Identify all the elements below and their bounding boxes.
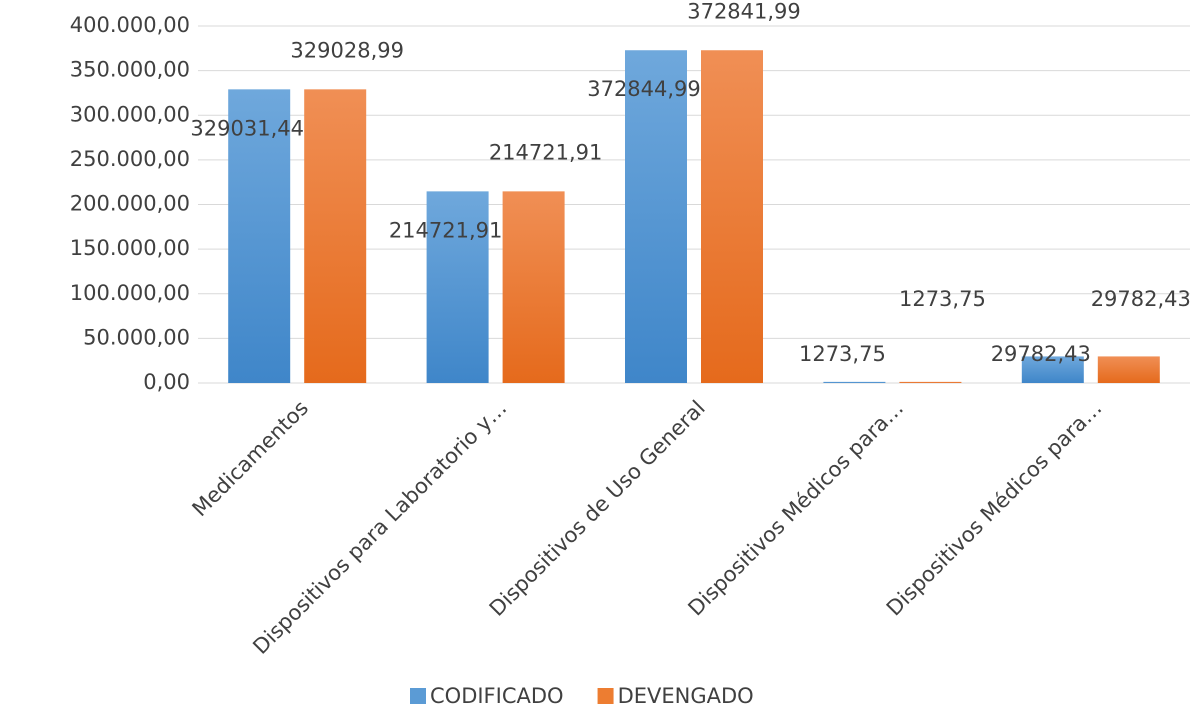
y-tick-label: 100.000,00 (70, 281, 190, 305)
y-tick-label: 200.000,00 (70, 192, 190, 216)
legend-label: DEVENGADO (618, 684, 754, 708)
y-tick-label: 150.000,00 (70, 236, 190, 260)
y-tick-label: 0,00 (143, 370, 190, 394)
y-tick-label: 250.000,00 (70, 147, 190, 171)
x-tick-label: Medicamentos (188, 396, 313, 521)
y-tick-label: 350.000,00 (70, 58, 190, 82)
data-label: 29782,43 (1091, 287, 1191, 311)
data-label: 372841,99 (687, 0, 801, 23)
data-label: 1273,75 (799, 342, 886, 366)
legend-swatch (410, 688, 426, 704)
data-label: 329028,99 (290, 38, 404, 62)
data-label: 1273,75 (899, 287, 986, 311)
bar (701, 50, 763, 383)
data-label: 29782,43 (991, 342, 1091, 366)
bar (426, 191, 489, 383)
x-tick-label: Dispositivos Médicos para… (683, 396, 908, 621)
data-label: 214721,91 (489, 140, 603, 164)
legend-swatch (597, 688, 614, 704)
bar (899, 381, 962, 383)
data-label: 372844,99 (587, 77, 701, 101)
legend-label: CODIFICADO (430, 684, 564, 708)
data-label: 214721,91 (389, 218, 503, 242)
y-tick-label: 400.000,00 (70, 13, 190, 37)
bar (823, 381, 886, 383)
bar (228, 89, 291, 383)
bar (625, 50, 687, 384)
bar (502, 191, 565, 383)
bar (1097, 356, 1160, 383)
bar (304, 89, 367, 384)
bar (1021, 356, 1084, 383)
y-tick-label: 50.000,00 (83, 325, 190, 349)
y-tick-label: 300.000,00 (70, 102, 190, 126)
x-tick-label: Dispositivos de Uso General (485, 396, 710, 621)
x-tick-label: Dispositivos Médicos para… (882, 396, 1107, 621)
data-label: 329031,44 (190, 116, 304, 140)
